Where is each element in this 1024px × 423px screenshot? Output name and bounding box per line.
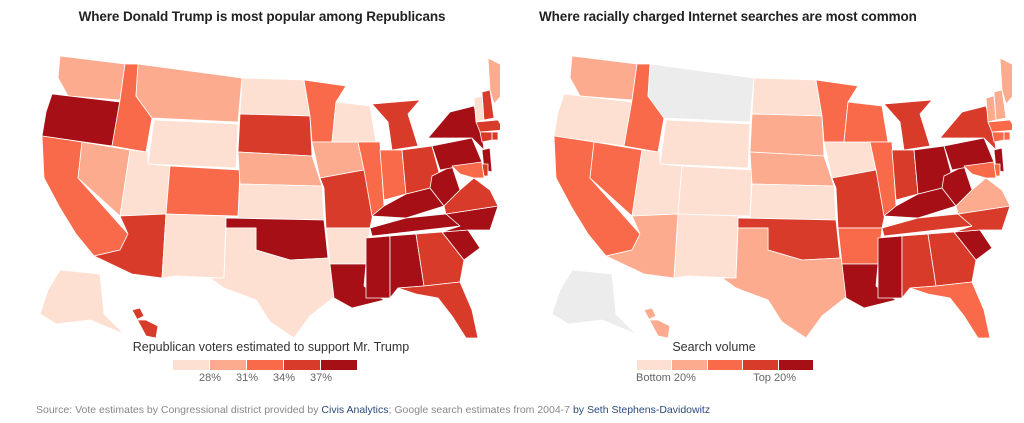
legend-swatch <box>321 360 357 370</box>
region-tx <box>209 227 339 338</box>
region-nm <box>161 213 227 279</box>
region-ks <box>237 183 325 221</box>
region-wi <box>331 101 377 143</box>
region-de <box>993 163 1001 177</box>
legend-tick-bottom: Bottom 20% <box>636 372 696 384</box>
trump-support-panel: Where Donald Trump is most popular among… <box>0 0 512 395</box>
region-wy <box>659 119 751 169</box>
seth-stephens-davidowitz-link[interactable]: by Seth Stephens-Davidowitz <box>572 404 711 416</box>
racial-searches-map <box>551 55 1012 338</box>
map-title: Where racially charged Internet searches… <box>539 9 917 24</box>
region-me <box>487 57 500 105</box>
region-ne <box>749 151 835 187</box>
region-in <box>891 149 919 201</box>
region-nm <box>673 213 739 279</box>
legend-swatch <box>637 360 672 370</box>
legend-tick-label: 34% <box>272 372 296 384</box>
region-ar <box>325 227 371 265</box>
legend-swatch <box>778 360 814 370</box>
region-va <box>955 177 1011 215</box>
region-ne <box>237 151 323 187</box>
legend-swatch <box>247 360 283 370</box>
region-hi <box>131 307 159 338</box>
region-ms <box>365 235 391 299</box>
legend-swatch <box>284 360 320 370</box>
region-co <box>677 165 753 217</box>
region-sd <box>749 113 825 157</box>
legend-tick-label: 28% <box>198 372 222 384</box>
legend-tick-top: Top 20% <box>753 372 796 384</box>
trump-support-legend: Republican voters estimated to support M… <box>131 340 411 386</box>
legend-swatch <box>707 360 743 370</box>
region-nd <box>751 77 823 117</box>
map-title: Where Donald Trump is most popular among… <box>78 9 446 24</box>
trump-support-map <box>39 55 500 338</box>
region-ct <box>479 131 493 143</box>
region-me <box>999 57 1012 105</box>
region-sd <box>237 113 313 157</box>
source-prefix: Source: Vote estimates by Congressional … <box>36 404 322 416</box>
region-nd <box>239 77 311 117</box>
region-mt <box>135 63 243 123</box>
region-ga <box>415 231 465 287</box>
region-va <box>443 177 499 215</box>
region-fl <box>397 281 479 338</box>
region-ak <box>551 269 637 335</box>
legend-title: Republican voters estimated to support M… <box>132 340 410 354</box>
region-ks <box>749 183 837 221</box>
region-mi <box>883 99 933 151</box>
region-wy <box>147 119 239 169</box>
region-ma <box>475 119 500 133</box>
legend-swatch <box>173 360 209 370</box>
legend-swatch <box>743 360 778 370</box>
region-ri <box>491 131 499 141</box>
legend-swatch <box>672 360 707 370</box>
region-co <box>165 165 241 217</box>
civis-analytics-link[interactable]: Civis Analytics <box>321 404 389 416</box>
legend-title: Search volume <box>672 340 756 354</box>
region-nh <box>481 89 495 121</box>
legend-swatch <box>210 360 246 370</box>
region-mi <box>371 99 421 151</box>
region-nh <box>993 89 1007 121</box>
region-tx <box>721 227 851 338</box>
region-md <box>963 161 997 179</box>
region-ct <box>991 131 1005 143</box>
region-de <box>481 163 489 177</box>
region-wi <box>843 101 889 143</box>
region-wa <box>569 55 638 101</box>
search-volume-legend: Search volume Bottom 20% Top 20% <box>614 340 814 386</box>
legend-tick-label: 31% <box>235 372 259 384</box>
region-ak <box>39 269 125 335</box>
legend-swatches <box>637 360 814 370</box>
legend-ticks: 28% 31% 34% 37% <box>131 372 411 386</box>
region-wa <box>57 55 126 101</box>
region-ar <box>837 227 883 265</box>
source-note: Source: Vote estimates by Congressional … <box>36 404 710 416</box>
region-md <box>451 161 485 179</box>
racial-searches-panel: Where racially charged Internet searches… <box>512 0 1024 395</box>
legend-tick-label: 37% <box>309 372 333 384</box>
source-middle: ; Google search estimates from 2004-7 <box>388 404 573 416</box>
region-ri <box>1003 131 1011 141</box>
region-fl <box>909 281 991 338</box>
legend-ticks: Bottom 20% Top 20% <box>614 372 814 386</box>
region-ms <box>877 235 903 299</box>
legend-swatches <box>173 360 411 370</box>
region-mt <box>647 63 755 123</box>
region-ga <box>927 231 977 287</box>
region-in <box>379 149 407 201</box>
region-hi <box>643 307 671 338</box>
region-ma <box>987 119 1012 133</box>
